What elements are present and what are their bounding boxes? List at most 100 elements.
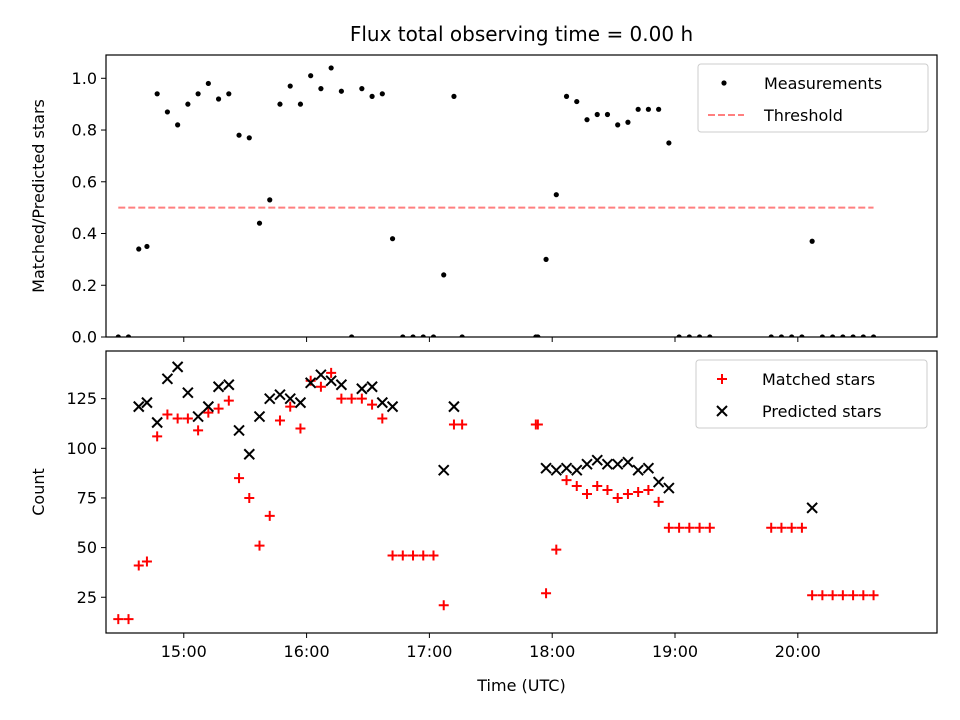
data-point <box>287 83 293 89</box>
data-point <box>543 256 549 262</box>
data-point <box>694 522 705 533</box>
legend-marker <box>716 405 728 417</box>
data-point <box>676 334 682 337</box>
data-point <box>622 456 634 468</box>
data-point <box>438 600 449 611</box>
data-point <box>182 386 194 399</box>
data-point <box>223 395 234 406</box>
y-tick-label: 0.8 <box>72 121 97 140</box>
data-point <box>182 413 193 424</box>
legend: Matched stars Predicted stars <box>695 359 928 429</box>
data-point <box>594 111 600 118</box>
data-point <box>581 488 592 499</box>
data-point <box>592 481 603 492</box>
data-point <box>338 88 344 94</box>
data-point <box>243 448 255 460</box>
legend-label: Matched stars <box>762 370 875 389</box>
data-point <box>541 588 552 599</box>
data-point <box>254 540 265 551</box>
legend-marker <box>721 80 727 86</box>
data-point <box>274 388 286 401</box>
data-point <box>410 334 416 337</box>
data-point <box>591 454 603 466</box>
data-point <box>202 400 215 413</box>
data-point <box>428 550 439 561</box>
data-point <box>441 272 447 278</box>
data-point <box>304 377 317 389</box>
axes-frame <box>105 350 938 634</box>
data-point <box>185 101 191 107</box>
data-point <box>601 458 614 470</box>
data-point <box>223 379 235 391</box>
data-point <box>408 550 419 561</box>
data-point <box>786 522 797 533</box>
data-point <box>377 413 388 424</box>
data-point <box>571 481 582 492</box>
y-tick-label: 0.6 <box>72 172 97 191</box>
data-point <box>827 590 838 601</box>
data-point <box>860 334 866 337</box>
data-point <box>686 334 692 337</box>
data-point <box>870 334 877 337</box>
data-point <box>830 334 836 337</box>
data-point <box>162 409 173 420</box>
series-layer <box>113 361 879 625</box>
data-point <box>335 379 348 391</box>
data-point <box>584 117 590 123</box>
data-point <box>144 243 150 250</box>
y-tick-label: 125 <box>66 389 97 408</box>
data-point <box>612 492 623 503</box>
data-point <box>457 419 468 430</box>
y-tick-label: 0.4 <box>72 224 97 243</box>
data-point <box>246 135 252 141</box>
data-point <box>653 496 664 507</box>
data-point <box>420 334 426 337</box>
data-point <box>244 492 255 503</box>
data-point <box>819 334 825 337</box>
data-point <box>315 369 327 381</box>
data-point <box>234 473 245 484</box>
data-point <box>817 590 828 601</box>
data-point <box>696 334 703 337</box>
data-point <box>535 334 541 337</box>
series-measurements <box>115 65 877 337</box>
data-point <box>386 400 399 413</box>
data-point <box>766 522 777 533</box>
data-point <box>858 590 869 601</box>
data-point <box>236 132 242 138</box>
data-point <box>164 109 171 115</box>
y-axis-label: Matched/Predicted stars <box>29 99 48 293</box>
data-point <box>389 236 396 242</box>
data-point <box>195 91 201 97</box>
x-tick-label: 18:00 <box>529 642 575 661</box>
legend-label: Threshold <box>763 106 843 125</box>
series-matched-stars <box>113 367 879 625</box>
data-point <box>633 487 644 497</box>
data-point <box>656 106 662 112</box>
data-point <box>643 485 654 496</box>
data-point <box>264 392 276 405</box>
data-point <box>563 93 570 99</box>
x-tick-label: 17:00 <box>406 642 452 661</box>
y-tick-label: 25 <box>77 588 97 607</box>
x-tick-label: 19:00 <box>652 642 698 661</box>
data-point <box>171 361 184 373</box>
data-point <box>115 334 121 337</box>
data-point <box>574 98 580 105</box>
data-point <box>379 91 385 97</box>
data-point <box>837 590 848 601</box>
x-axis-label: Time (UTC) <box>476 676 565 695</box>
data-point <box>602 485 613 496</box>
panel-1: 0.0 0.2 0.4 0.6 0.8 1.0 Flux total observing t… <box>29 22 938 347</box>
x-tick-label: 20:00 <box>775 642 821 661</box>
data-point <box>868 590 879 601</box>
x-tick-label: 16:00 <box>284 642 330 661</box>
data-point <box>346 393 357 404</box>
data-point <box>328 65 334 71</box>
data-point <box>315 381 326 392</box>
data-point <box>581 458 593 470</box>
data-point <box>604 111 611 118</box>
data-point <box>551 544 562 555</box>
data-point <box>359 86 365 92</box>
chart-title: Flux total observing time = 0.00 h <box>350 22 693 46</box>
